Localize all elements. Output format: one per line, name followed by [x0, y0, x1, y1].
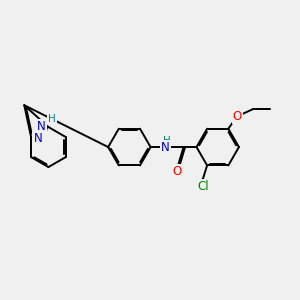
- Text: N: N: [161, 141, 170, 154]
- Text: O: O: [232, 110, 242, 123]
- Text: N: N: [33, 132, 42, 145]
- Text: N: N: [37, 120, 46, 133]
- Text: H: H: [48, 114, 56, 124]
- Text: O: O: [172, 165, 182, 178]
- Text: H: H: [163, 136, 170, 146]
- Text: Cl: Cl: [197, 179, 209, 193]
